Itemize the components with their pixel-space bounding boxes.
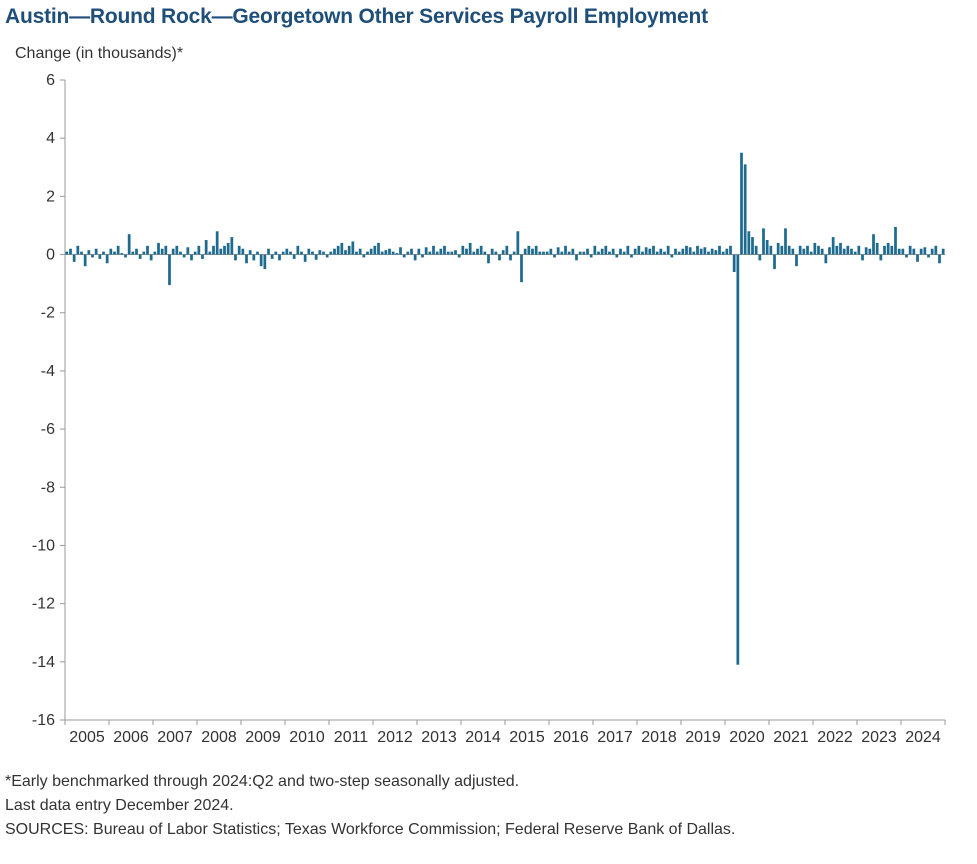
svg-text:2018: 2018 bbox=[641, 729, 677, 746]
svg-text:-14: -14 bbox=[32, 654, 55, 671]
svg-text:2024: 2024 bbox=[905, 729, 941, 746]
svg-text:-6: -6 bbox=[41, 421, 55, 438]
svg-text:-16: -16 bbox=[32, 712, 55, 729]
svg-text:2022: 2022 bbox=[817, 729, 853, 746]
svg-text:2021: 2021 bbox=[773, 729, 809, 746]
svg-text:6: 6 bbox=[46, 72, 55, 89]
svg-text:2016: 2016 bbox=[553, 729, 589, 746]
svg-text:2015: 2015 bbox=[509, 729, 545, 746]
svg-text:-4: -4 bbox=[41, 363, 55, 380]
svg-text:2005: 2005 bbox=[69, 729, 105, 746]
chart-svg: 6 4 2 0 -2 -4 -6 -8 -10 -12 -14 -16 2005 2006 2007 2008… bbox=[0, 70, 977, 760]
svg-text:-12: -12 bbox=[32, 596, 55, 613]
svg-text:2014: 2014 bbox=[465, 729, 501, 746]
svg-text:-8: -8 bbox=[41, 479, 55, 496]
svg-text:-10: -10 bbox=[32, 537, 55, 554]
svg-text:2006: 2006 bbox=[113, 729, 149, 746]
chart-footnotes: *Early benchmarked through 2024:Q2 and t… bbox=[5, 770, 735, 842]
svg-text:2008: 2008 bbox=[201, 729, 237, 746]
svg-text:0: 0 bbox=[46, 247, 55, 264]
svg-text:2010: 2010 bbox=[289, 729, 325, 746]
chart-title: Austin—Round Rock—Georgetown Other Servi… bbox=[5, 5, 708, 29]
svg-text:-2: -2 bbox=[41, 305, 55, 322]
footnote-line: SOURCES: Bureau of Labor Statistics; Tex… bbox=[5, 818, 735, 842]
footnote-line: Last data entry December 2024. bbox=[5, 794, 735, 818]
svg-text:2: 2 bbox=[46, 188, 55, 205]
footnote-line: *Early benchmarked through 2024:Q2 and t… bbox=[5, 770, 735, 794]
svg-text:2020: 2020 bbox=[729, 729, 765, 746]
svg-text:2023: 2023 bbox=[861, 729, 897, 746]
chart-ylabel: Change (in thousands)* bbox=[15, 45, 183, 63]
svg-text:2019: 2019 bbox=[685, 729, 721, 746]
svg-text:2012: 2012 bbox=[377, 729, 413, 746]
svg-text:2013: 2013 bbox=[421, 729, 457, 746]
svg-text:2017: 2017 bbox=[597, 729, 633, 746]
chart-plot-area: 6 4 2 0 -2 -4 -6 -8 -10 -12 -14 -16 2005 2006 2007 2008… bbox=[0, 70, 977, 760]
svg-text:2011: 2011 bbox=[334, 729, 369, 746]
svg-text:2007: 2007 bbox=[157, 729, 193, 746]
svg-text:4: 4 bbox=[46, 130, 55, 147]
svg-text:2009: 2009 bbox=[245, 729, 281, 746]
